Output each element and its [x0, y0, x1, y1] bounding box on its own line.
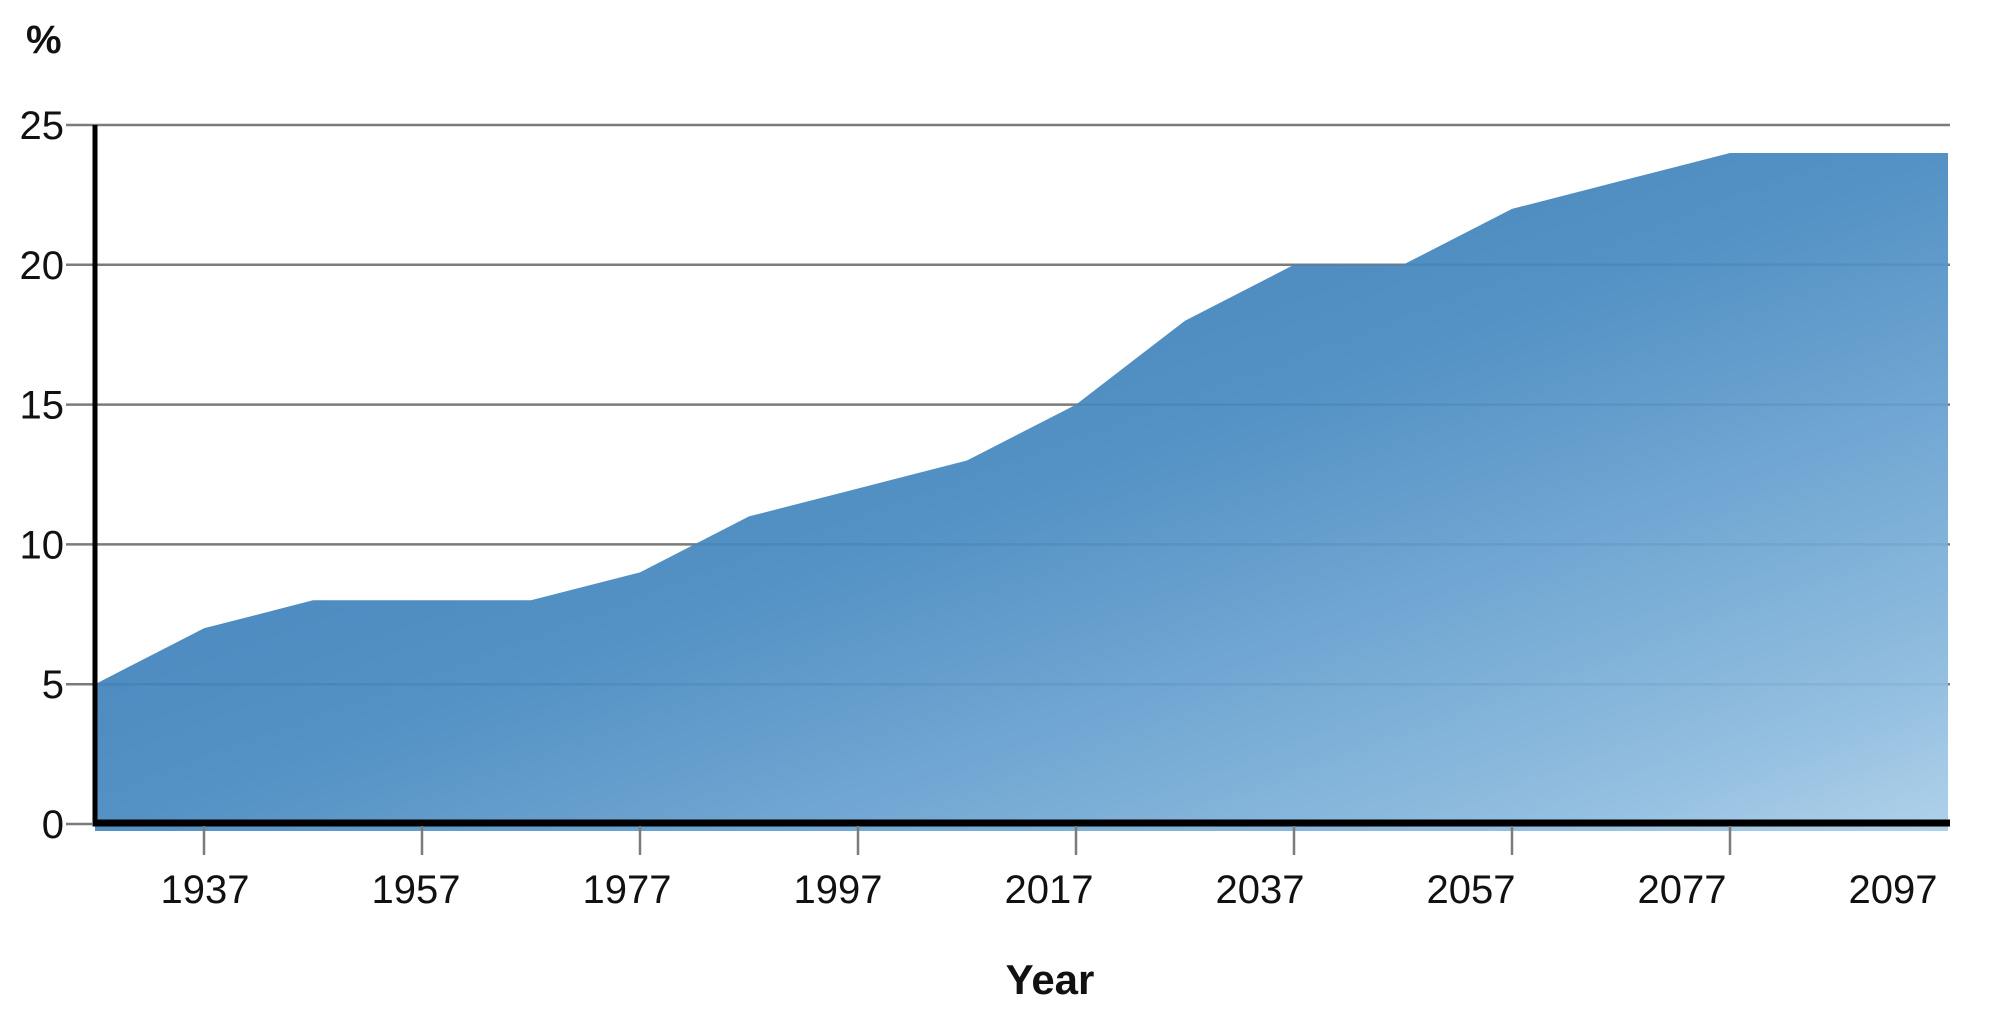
y-tick-label-25: 25: [20, 104, 65, 148]
x-tick-label-2077: 2077: [1638, 868, 1727, 912]
y-tick-label-15: 15: [20, 384, 65, 428]
y-tick-label-5: 5: [42, 663, 64, 707]
x-axis-line: [92, 819, 1950, 827]
area-series: [95, 153, 1948, 831]
y-axis-line: [92, 125, 98, 827]
x-tick-label-2097: 2097: [1849, 868, 1938, 912]
x-tick-label-1937: 1937: [161, 868, 250, 912]
x-tick-label-2017: 2017: [1005, 868, 1094, 912]
x-axis-title: Year: [1005, 956, 1095, 1003]
x-tick-label-2037: 2037: [1216, 868, 1305, 912]
y-tick-label-10: 10: [20, 523, 65, 567]
y-tick-label-0: 0: [42, 803, 64, 847]
x-tick-label-1977: 1977: [583, 868, 672, 912]
x-tick-label-1997: 1997: [794, 868, 883, 912]
y-tick-label-20: 20: [20, 244, 65, 288]
x-tick-label-2057: 2057: [1427, 868, 1516, 912]
x-tick-label-1957: 1957: [372, 868, 461, 912]
y-axis-unit-label: %: [26, 18, 62, 62]
